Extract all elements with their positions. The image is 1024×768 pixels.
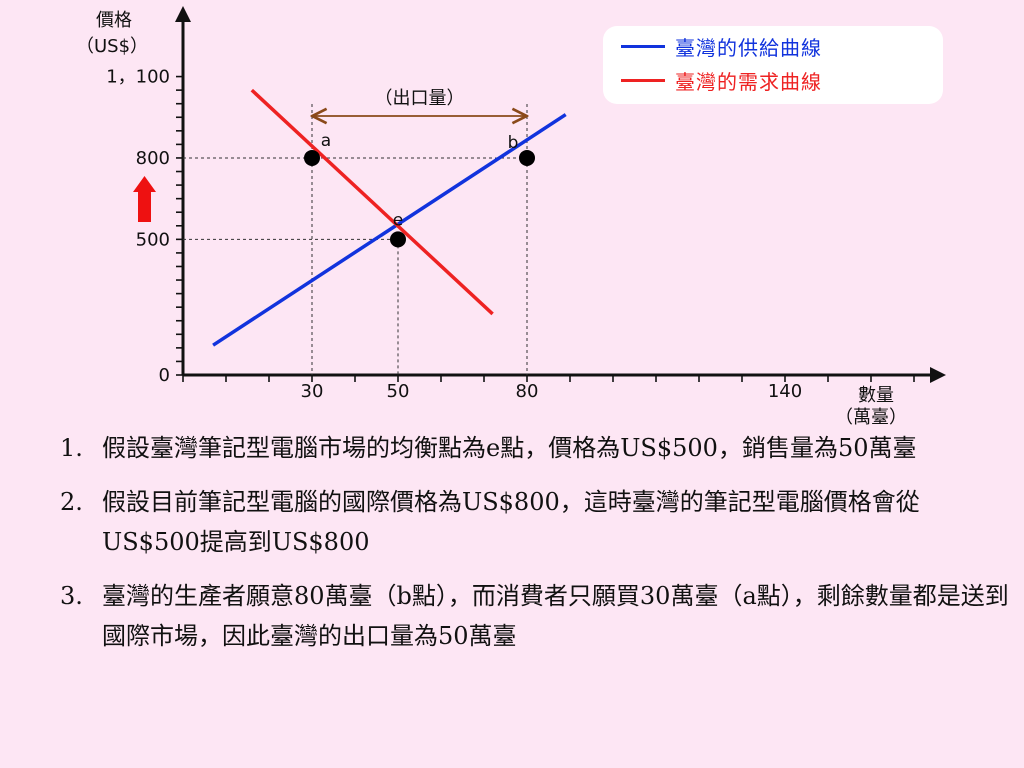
legend-item-supply: 臺灣的供給曲線 [621, 30, 822, 62]
x-axis-label: 數量 [858, 385, 894, 406]
note-number: 1. [60, 434, 83, 462]
point-e [390, 231, 406, 248]
y-tick-label: 500 [136, 229, 170, 250]
x-tick-label: 30 [301, 381, 324, 402]
y-axis-label: 價格 [96, 10, 132, 31]
price-increase-arrow-icon [133, 176, 156, 222]
dashed-guides [183, 104, 528, 375]
note-2: 2. 假設目前筆記型電腦的國際價格為US$800，這時臺灣的筆記型電腦價格會從U… [60, 482, 1010, 562]
note-text: 假設目前筆記型電腦的國際價格為US$800，這時臺灣的筆記型電腦價格會從US$5… [102, 488, 920, 556]
demand-curve [250, 88, 494, 316]
supply-legend-swatch [621, 44, 665, 48]
x-tick-label: 50 [387, 381, 410, 402]
note-number: 2. [60, 488, 83, 516]
supply-legend-label: 臺灣的供給曲線 [675, 35, 822, 60]
y-tick-label: 1，100 [106, 67, 170, 88]
demand-legend-swatch [621, 78, 665, 82]
explanation-notes: 1. 假設臺灣筆記型電腦市場的均衡點為e點，價格為US$500，銷售量為50萬臺… [60, 428, 1010, 670]
legend: 臺灣的供給曲線 臺灣的需求曲線 [603, 26, 943, 104]
point-label-a: a [321, 131, 331, 151]
note-text: 假設臺灣筆記型電腦市場的均衡點為e點，價格為US$500，銷售量為50萬臺 [102, 434, 917, 462]
x-tick-label: 80 [516, 381, 539, 402]
note-text: 臺灣的生產者願意80萬臺（b點），而消費者只願買30萬臺（a點），剩餘數量都是送… [102, 582, 1009, 650]
y-tick-label: 800 [136, 148, 170, 169]
point-a [304, 149, 320, 166]
supply-curve [212, 113, 567, 347]
x-axis-arrow [930, 367, 946, 383]
y-axis-arrow [175, 6, 191, 22]
point-label-e: e [393, 210, 403, 230]
axis-ticks [176, 75, 915, 382]
demand-legend-label: 臺灣的需求曲線 [675, 69, 822, 94]
legend-item-demand: 臺灣的需求曲線 [621, 64, 822, 96]
x-tick-label: 140 [768, 381, 802, 402]
export-quantity-label: （出口量） [375, 88, 465, 109]
note-1: 1. 假設臺灣筆記型電腦市場的均衡點為e點，價格為US$500，銷售量為50萬臺 [60, 428, 1010, 468]
point-label-b: b [508, 133, 519, 153]
y-axis-unit: （US$） [76, 36, 148, 57]
note-number: 3. [60, 582, 83, 610]
x-axis-unit: （萬臺） [835, 407, 907, 425]
point-b [519, 149, 535, 166]
note-3: 3. 臺灣的生產者願意80萬臺（b點），而消費者只願買30萬臺（a點），剩餘數量… [60, 576, 1010, 656]
y-tick-label: 0 [159, 365, 170, 386]
